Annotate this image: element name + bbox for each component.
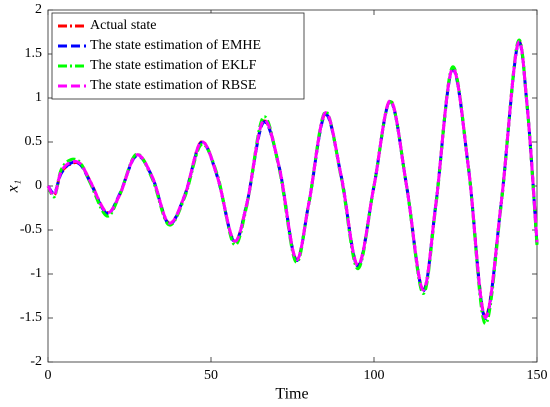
- legend-label: The state estimation of RBSE: [90, 78, 256, 93]
- y-tick-label: -1.5: [20, 310, 42, 325]
- x-axis-label: Time: [275, 386, 308, 403]
- legend-box: [51, 12, 305, 100]
- y-tick-label: 1.5: [25, 46, 43, 61]
- y-tick-label: 0.5: [25, 134, 43, 149]
- y-tick-label: -0.5: [20, 222, 42, 237]
- x-tick-label: 150: [527, 368, 548, 383]
- x-tick-label: 50: [204, 368, 218, 383]
- series-line: [46, 38, 539, 325]
- y-tick-label: 1: [35, 90, 42, 105]
- series-line: [46, 40, 539, 319]
- legend: Actual state The state estimation of EMHE…: [51, 12, 305, 100]
- y-tick-label: 2: [35, 2, 42, 17]
- x-tick-label: 0: [45, 368, 52, 383]
- x-tick-label: 100: [364, 368, 385, 383]
- y-tick-label: -2: [30, 354, 42, 369]
- y-tick-label: -1: [30, 266, 42, 281]
- y-tick-label: 0: [35, 178, 42, 193]
- legend-label: Actual state: [90, 18, 156, 33]
- legend-label: The state estimation of EMHE: [90, 38, 261, 53]
- legend-label: The state estimation of EKLF: [90, 58, 257, 73]
- y-axis-label: x₁: [5, 180, 22, 194]
